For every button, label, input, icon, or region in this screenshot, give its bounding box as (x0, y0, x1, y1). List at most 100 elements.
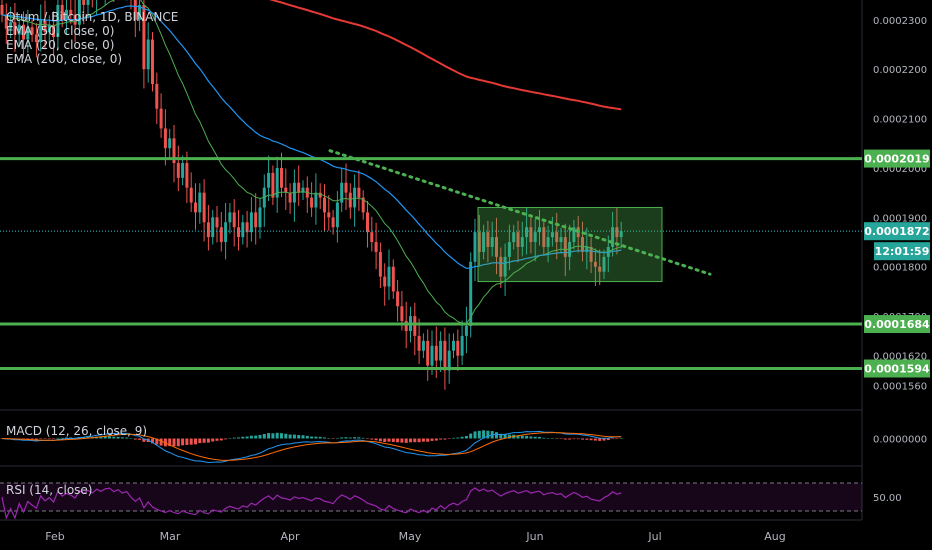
consolidation-box (477, 206, 663, 283)
candle-body (310, 197, 314, 208)
candle-body (249, 212, 253, 233)
support-1-price-tag-bg (864, 315, 930, 334)
macd-bar (267, 433, 271, 439)
candle-body (542, 227, 546, 247)
candle-body (219, 227, 223, 243)
candle-body (47, 24, 51, 33)
candle-body (421, 340, 425, 351)
x-tick-label: Jul (647, 530, 661, 543)
candle-body (258, 207, 262, 228)
ema50-line (1, 5, 622, 269)
candle-body (361, 197, 365, 213)
macd-bar (60, 437, 64, 439)
candle-body (318, 192, 322, 198)
macd-bar (168, 438, 172, 447)
ema50-legend[interactable]: EMA (50, close, 0) (6, 24, 115, 38)
macd-bar (542, 437, 546, 439)
macd-bar (447, 438, 451, 439)
macd-bar (409, 438, 412, 443)
macd-bar (301, 435, 305, 439)
candle-body (581, 237, 584, 252)
candle-body (520, 237, 524, 247)
macd-bar (563, 438, 567, 440)
chart-legend: Qtum / Bitcoin, 1D, BINANCE EMA (50, clo… (6, 10, 178, 66)
macd-bar (56, 437, 60, 439)
ema200-legend[interactable]: EMA (200, close, 0) (6, 52, 123, 66)
macd-bar (391, 438, 395, 442)
y-tick-label: 0.0002300 (873, 16, 927, 27)
candle-body (189, 187, 193, 203)
macd-bar (344, 437, 348, 439)
macd-bar (318, 436, 322, 439)
candle-body (206, 222, 210, 238)
candle-body (241, 222, 245, 238)
macd-bar (138, 438, 142, 440)
macd-bar (340, 437, 344, 439)
candle-body (22, 24, 25, 40)
candle-body (589, 246, 593, 262)
macd-bar (568, 438, 572, 440)
candle-body (30, 27, 34, 35)
candle-body (194, 202, 197, 213)
macd-bar (34, 438, 38, 440)
macd-bar (129, 438, 133, 439)
symbol-title[interactable]: Qtum / Bitcoin, 1D, BINANCE (6, 10, 179, 24)
candle-body (598, 266, 602, 272)
macd-label[interactable]: MACD (12, 26, close, 9) (6, 424, 148, 438)
ema20-legend[interactable]: EMA (20, close, 0) (6, 38, 115, 52)
x-tick-label: May (399, 530, 422, 543)
candle-body (198, 192, 202, 213)
candle-body (211, 217, 215, 238)
x-tick-label: Jun (525, 530, 543, 543)
macd-bar (224, 438, 228, 440)
current-price-tag: 0.0001872 (864, 225, 929, 238)
candle-body (447, 350, 451, 371)
candle-body (327, 212, 331, 218)
macd-bar (189, 438, 193, 445)
macd-bar (142, 438, 146, 442)
candle-body (232, 212, 236, 228)
macd-bar (460, 436, 464, 439)
candle-body (245, 222, 249, 233)
candle-body (443, 340, 447, 371)
macd-bar (443, 438, 447, 440)
candle-body (563, 237, 567, 257)
ema200-line (269, 0, 622, 111)
candle-body (546, 237, 550, 247)
candle-body (495, 237, 498, 257)
candle-body (370, 232, 374, 243)
macd-bar (404, 438, 408, 443)
macd-bar (495, 432, 498, 439)
y-tick-label: 0.0002200 (873, 65, 927, 76)
candle-body (533, 232, 537, 243)
candle-body (572, 227, 576, 243)
candle-body (202, 192, 206, 223)
candle-body (516, 232, 520, 247)
macd-bar (232, 437, 236, 439)
macd-bar (185, 438, 189, 445)
candle-body (434, 345, 438, 361)
macd-bar (271, 433, 275, 439)
rsi-line (1, 487, 622, 520)
candle-body (615, 227, 619, 238)
macd-bar (52, 438, 56, 439)
candle-body (460, 335, 464, 356)
candle-body (387, 266, 391, 287)
macd-bar (559, 438, 563, 439)
macd-bar (228, 438, 232, 439)
candle-body (550, 232, 554, 238)
candle-body (60, 4, 64, 20)
resistance-price-tag-bg (864, 149, 930, 168)
macd-bar (550, 438, 554, 439)
candle-body (619, 231, 623, 238)
candle-body (512, 232, 516, 243)
candle-body (439, 340, 443, 361)
countdown-tag: 12:01:59 (875, 245, 930, 258)
macd-bar (370, 438, 374, 440)
macd-bar (439, 438, 443, 440)
macd-bar (576, 438, 580, 440)
rsi-label[interactable]: RSI (14, close) (6, 483, 93, 497)
rsi-band (0, 483, 862, 511)
